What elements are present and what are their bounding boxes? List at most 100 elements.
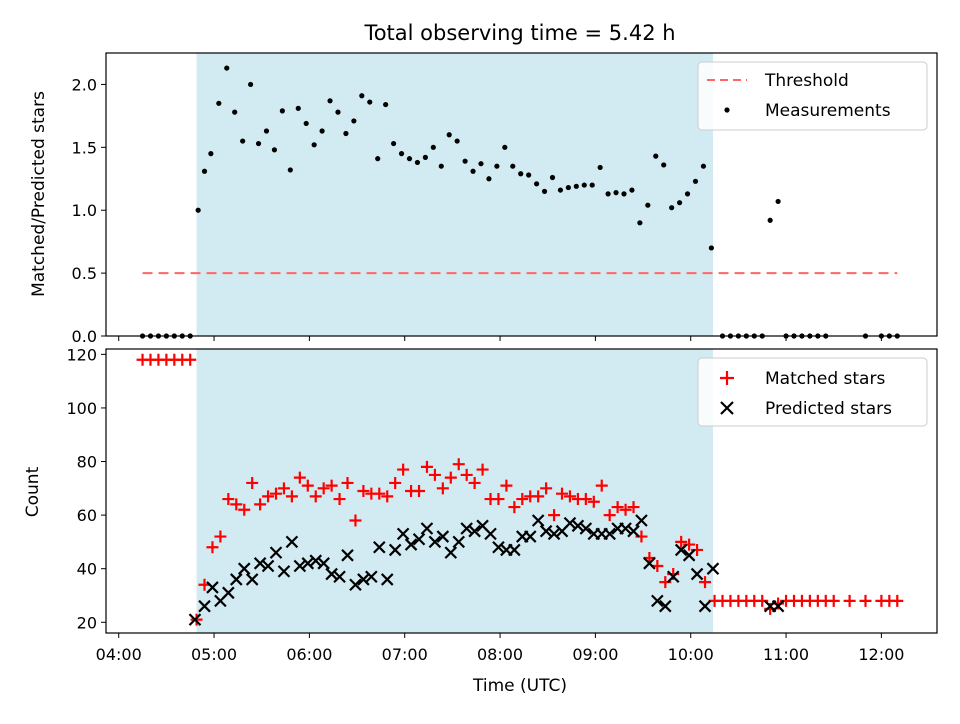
measurement-point bbox=[232, 109, 238, 115]
measurement-point bbox=[335, 109, 341, 115]
measurement-point bbox=[240, 138, 246, 144]
predicted-star-point bbox=[341, 549, 354, 562]
measurement-point bbox=[565, 184, 571, 191]
measurement-point bbox=[605, 191, 611, 197]
matched-star-point bbox=[190, 613, 203, 626]
x-tick-label: 09:00 bbox=[572, 645, 618, 664]
matched-star-point bbox=[452, 458, 465, 471]
predicted-star-point bbox=[659, 599, 672, 613]
measurement-point bbox=[430, 144, 436, 150]
matched-star-point bbox=[891, 594, 904, 607]
predicted-star-point bbox=[563, 516, 577, 530]
matched-star-point bbox=[325, 479, 338, 492]
matched-star-point bbox=[436, 482, 449, 495]
measurement-point bbox=[216, 100, 222, 106]
x-tick-label: 10:00 bbox=[668, 645, 714, 664]
measurement-point bbox=[208, 151, 214, 157]
matched-star-point bbox=[675, 535, 688, 548]
predicted-star-point bbox=[412, 532, 426, 546]
measurement-point bbox=[581, 182, 587, 188]
top-panel: 0.00.51.01.52.0 Matched/Predicted stars … bbox=[29, 52, 938, 346]
bottom-x-ticks: 04:00 05:00 06:00 07:00 08:00 09:00 10:00 11:00… bbox=[96, 633, 904, 664]
bottom-y-tick-label: 120 bbox=[66, 345, 97, 364]
x-tick-label: 06:00 bbox=[286, 645, 332, 664]
legend-matched-swatch bbox=[720, 371, 734, 385]
matched-star-point bbox=[317, 482, 330, 495]
matched-star-point bbox=[230, 498, 243, 511]
predicted-star-point bbox=[579, 522, 593, 535]
measurement-point bbox=[470, 168, 476, 174]
measurement-point bbox=[311, 142, 317, 148]
matched-star-point bbox=[540, 482, 553, 495]
predicted-star-point bbox=[484, 527, 497, 541]
bottom-y-ticks: 20 40 60 80 100 120 bbox=[66, 345, 106, 632]
matched-star-point bbox=[277, 482, 290, 495]
matched-star-point bbox=[611, 501, 624, 514]
measurement-point bbox=[708, 245, 714, 251]
matched-star-point bbox=[373, 487, 386, 500]
measurement-point bbox=[462, 158, 468, 164]
matched-star-point bbox=[389, 476, 402, 489]
predicted-star-point bbox=[436, 530, 450, 543]
predicted-star-point bbox=[301, 557, 315, 570]
predicted-star-point bbox=[293, 559, 307, 573]
predicted-star-point bbox=[365, 570, 378, 584]
matched-star-point bbox=[381, 490, 394, 503]
matched-star-point bbox=[349, 514, 362, 527]
measurement-point bbox=[195, 207, 201, 213]
measurement-point bbox=[383, 101, 389, 108]
predicted-star-point bbox=[380, 573, 394, 586]
predicted-star-point bbox=[357, 573, 370, 586]
measurement-point bbox=[367, 99, 373, 105]
measurement-point bbox=[541, 188, 548, 194]
matched-star-point bbox=[285, 490, 298, 503]
measurement-point bbox=[263, 128, 270, 134]
measurement-point bbox=[287, 167, 293, 173]
predicted-star-point bbox=[277, 565, 291, 578]
bottom-legend-box bbox=[697, 357, 928, 427]
predicted-star-point bbox=[706, 562, 720, 575]
matched-star-point bbox=[413, 485, 426, 497]
matched-star-point bbox=[309, 490, 322, 503]
measurement-point bbox=[775, 198, 781, 205]
matched-star-point bbox=[301, 479, 314, 492]
matched-star-point bbox=[460, 468, 473, 481]
top-y-tick-label: 0.0 bbox=[72, 327, 97, 346]
predicted-star-point bbox=[444, 546, 458, 559]
measurement-point bbox=[303, 120, 309, 127]
matched-star-point bbox=[516, 493, 529, 506]
measurement-point bbox=[279, 108, 285, 114]
predicted-star-point bbox=[230, 573, 243, 586]
x-tick-label: 04:00 bbox=[96, 645, 142, 664]
legend-measurements-swatch bbox=[724, 107, 730, 113]
predicted-star-point bbox=[571, 519, 585, 533]
predicted-star-point bbox=[325, 567, 338, 581]
measurement-point bbox=[414, 159, 421, 166]
measurement-point bbox=[343, 130, 349, 137]
predicted-star-point bbox=[222, 586, 235, 600]
x-tick-label: 08:00 bbox=[477, 645, 523, 664]
predicted-star-point bbox=[253, 557, 267, 570]
matched-star-point bbox=[548, 509, 561, 522]
matched-star-point bbox=[341, 476, 354, 489]
measurement-point bbox=[406, 156, 413, 162]
measurement-point bbox=[295, 105, 301, 111]
measurement-point bbox=[557, 187, 564, 193]
predicted-star-point bbox=[317, 557, 330, 570]
matched-star-point bbox=[184, 353, 197, 366]
measurement-point bbox=[700, 163, 707, 169]
measurement-point bbox=[255, 140, 262, 147]
measurement-point bbox=[518, 171, 524, 177]
predicted-star-point bbox=[404, 538, 418, 551]
matched-star-point bbox=[843, 594, 856, 607]
x-tick-label: 05:00 bbox=[191, 645, 237, 664]
predicted-star-point bbox=[420, 522, 434, 535]
measurement-point bbox=[390, 140, 397, 147]
matched-star-point bbox=[627, 501, 640, 514]
measurement-point bbox=[375, 156, 381, 162]
predicted-star-point bbox=[492, 540, 505, 554]
predicted-star-point bbox=[682, 549, 696, 562]
legend-measurements-label: Measurements bbox=[765, 101, 891, 121]
predicted-star-point bbox=[188, 613, 202, 626]
